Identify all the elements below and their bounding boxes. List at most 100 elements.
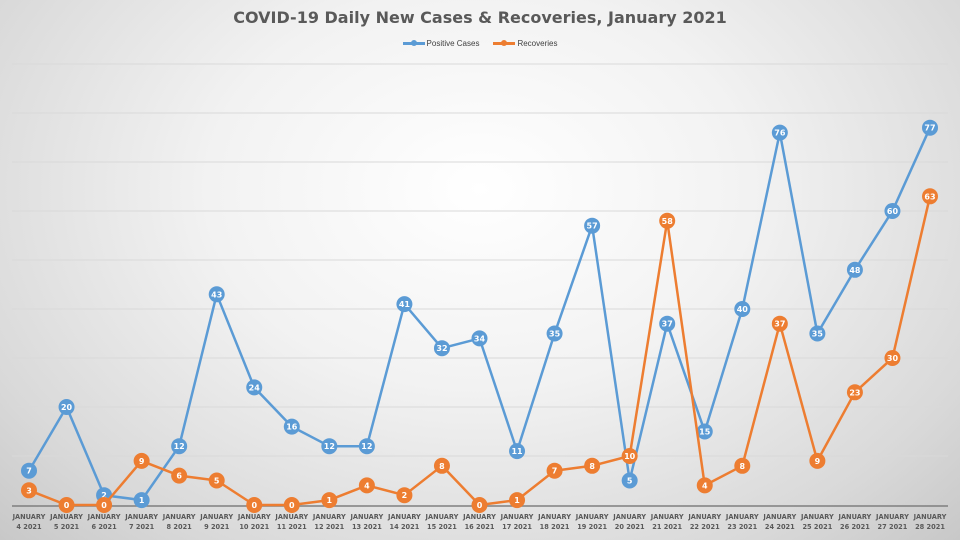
data-point[interactable] [696, 423, 713, 440]
x-tick-label: 20 2021 [615, 523, 645, 531]
data-label: 7 [26, 467, 32, 476]
series-line [28, 196, 932, 507]
x-tick-label: JANUARY [349, 513, 383, 521]
data-label: 48 [849, 266, 861, 275]
data-label: 5 [627, 477, 633, 486]
data-label: 23 [849, 388, 860, 397]
data-point[interactable] [58, 497, 75, 513]
data-point[interactable] [246, 497, 263, 513]
data-point[interactable] [321, 492, 338, 509]
gridlines [12, 63, 948, 457]
data-label: 0 [101, 501, 107, 510]
legend-swatch-recoveries [493, 40, 516, 46]
data-label: 30 [887, 354, 899, 363]
data-label: 40 [737, 305, 749, 314]
data-point[interactable] [809, 325, 826, 342]
data-label: 4 [364, 481, 370, 490]
data-label: 8 [589, 462, 595, 471]
data-point[interactable] [321, 438, 338, 455]
data-point[interactable] [471, 497, 488, 513]
data-label: 11 [511, 447, 523, 456]
data-point[interactable] [734, 457, 751, 474]
data-point[interactable] [659, 212, 676, 229]
data-point[interactable] [846, 261, 863, 278]
data-label: 9 [815, 457, 821, 466]
x-tick-label: JANUARY [274, 513, 308, 521]
x-tick-label: 7 2021 [129, 523, 155, 531]
data-label: 0 [289, 501, 295, 510]
data-point[interactable] [433, 457, 450, 474]
x-tick-label: JANUARY [162, 513, 196, 521]
data-label: 12 [174, 442, 185, 451]
data-point[interactable] [171, 467, 188, 484]
data-point[interactable] [509, 443, 526, 460]
data-point[interactable] [396, 487, 413, 504]
data-point[interactable] [884, 203, 901, 219]
x-tick-label: 26 2021 [840, 523, 870, 531]
data-point[interactable] [358, 438, 375, 455]
data-point[interactable] [471, 330, 488, 347]
data-point[interactable] [58, 399, 75, 415]
data-label: 34 [474, 334, 486, 343]
data-point[interactable] [396, 296, 413, 313]
data-point[interactable] [208, 472, 225, 489]
data-point[interactable] [21, 482, 37, 499]
data-label: 2 [101, 491, 107, 500]
data-label: 60 [887, 207, 899, 216]
data-point[interactable] [96, 497, 113, 513]
data-point[interactable] [734, 301, 751, 317]
data-point[interactable] [546, 325, 563, 342]
data-point[interactable] [771, 124, 788, 141]
data-point[interactable] [884, 350, 901, 366]
data-point[interactable] [659, 315, 676, 332]
data-point[interactable] [809, 452, 826, 469]
data-label: 12 [324, 442, 335, 451]
data-point[interactable] [283, 418, 300, 435]
data-point[interactable] [621, 448, 638, 464]
data-point[interactable] [433, 340, 450, 357]
x-tick-label: 15 2021 [427, 523, 457, 531]
x-tick-label: JANUARY [875, 513, 909, 521]
data-point[interactable] [771, 315, 788, 332]
data-label: 10 [624, 452, 636, 461]
x-tick-label: JANUARY [199, 513, 233, 521]
data-label: 77 [924, 124, 935, 133]
data-point[interactable] [696, 477, 713, 494]
legend-item-recoveries[interactable]: Recoveries [493, 39, 557, 48]
data-label: 2 [402, 491, 408, 500]
data-point[interactable] [171, 438, 188, 455]
data-point[interactable] [621, 472, 638, 489]
data-point[interactable] [283, 497, 300, 513]
data-label: 4 [702, 481, 708, 490]
x-tick-label: 5 2021 [54, 523, 80, 531]
data-label: 35 [549, 330, 561, 339]
data-point[interactable] [846, 384, 863, 401]
legend-item-positive-cases[interactable]: Positive Cases [402, 39, 479, 48]
data-point[interactable] [509, 492, 526, 509]
data-point[interactable] [133, 492, 150, 509]
x-tick-label: 27 2021 [878, 523, 908, 531]
x-tick-label: 22 2021 [690, 523, 720, 531]
data-point[interactable] [21, 462, 37, 479]
x-axis-labels: JANUARY 4 2021 JANUARY 5 2021 JANUARY 6 2021 J… [12, 513, 947, 531]
data-point[interactable] [246, 379, 263, 396]
data-point[interactable] [546, 462, 563, 479]
data-point[interactable] [133, 452, 150, 469]
x-tick-label: JANUARY [913, 513, 947, 521]
data-point[interactable] [584, 457, 601, 474]
x-tick-label: JANUARY [537, 513, 571, 521]
data-label: 37 [774, 320, 785, 329]
x-tick-label: 9 2021 [204, 523, 230, 531]
data-point[interactable] [208, 286, 225, 303]
x-tick-label: JANUARY [612, 513, 646, 521]
data-point[interactable] [922, 188, 938, 205]
data-label: 32 [436, 344, 447, 353]
data-label: 41 [399, 300, 411, 309]
data-point[interactable] [584, 217, 601, 234]
x-tick-label: 17 2021 [502, 523, 532, 531]
data-point[interactable] [358, 477, 375, 494]
data-label: 20 [61, 403, 73, 412]
x-tick-label: JANUARY [687, 513, 721, 521]
data-point[interactable] [922, 119, 938, 136]
